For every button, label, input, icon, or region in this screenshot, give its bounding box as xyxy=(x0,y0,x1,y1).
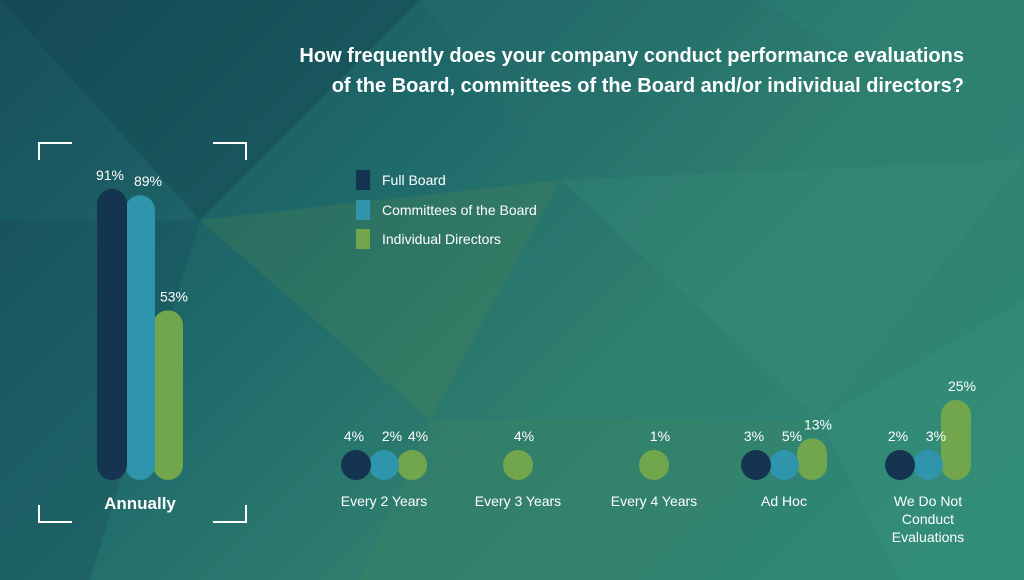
legend-swatch-full-board xyxy=(356,170,370,190)
bar-every-2-years-full-board xyxy=(341,450,371,480)
chart-title-line-2: of the Board, committees of the Board an… xyxy=(331,75,964,97)
data-label-annually-committees: 89% xyxy=(134,173,162,189)
category-label-line: Conduct xyxy=(902,511,954,527)
highlight-bracket-bottom-left xyxy=(38,505,72,523)
data-label-every-2-years-individual-directors: 4% xyxy=(408,428,428,444)
category-label-line: Every 4 Years xyxy=(611,493,697,509)
category-label-line: Evaluations xyxy=(892,529,964,545)
category-label-every-2-years: Every 2 Years xyxy=(341,493,427,509)
category-label-line: We Do Not xyxy=(894,493,962,509)
category-label-line: Every 2 Years xyxy=(341,493,427,509)
highlight-bracket-bottom-right xyxy=(213,505,247,523)
data-label-ad-hoc-committees: 5% xyxy=(782,428,802,444)
bar-every-3-years-individual-directors xyxy=(503,450,533,480)
legend-label-committees: Committees of the Board xyxy=(382,202,537,218)
category-label-we-do-not-conduct-evaluations: We Do Not Conduct Evaluations xyxy=(892,493,964,545)
bar-ad-hoc-committees xyxy=(769,450,799,480)
bar-we-do-not-conduct-evaluations-full-board xyxy=(885,450,915,480)
data-label-ad-hoc-full-board: 3% xyxy=(744,428,764,444)
data-label-annually-full-board: 91% xyxy=(96,167,124,183)
bar-annually-full-board xyxy=(97,188,127,481)
bar-ad-hoc-full-board xyxy=(741,450,771,480)
legend-label-full-board: Full Board xyxy=(382,172,446,188)
category-label-line: Every 3 Years xyxy=(475,493,561,509)
data-label-annually-individual-directors: 53% xyxy=(160,288,188,304)
highlight-bracket-top-right xyxy=(213,142,247,160)
data-label-every-4-years-individual-directors: 1% xyxy=(650,428,670,444)
legend-label-individual-directors: Individual Directors xyxy=(382,231,502,247)
bar-every-2-years-individual-directors xyxy=(397,450,427,480)
bar-annually-individual-directors xyxy=(153,310,183,480)
category-label-line: Annually xyxy=(104,494,176,513)
chart-title-line-1: How frequently does your company conduct… xyxy=(299,45,964,67)
legend-swatch-individual-directors xyxy=(356,229,370,249)
data-label-ad-hoc-individual-directors: 13% xyxy=(804,416,832,432)
data-label-we-do-not-conduct-evaluations-full-board: 2% xyxy=(888,428,908,444)
category-label-annually: Annually xyxy=(104,494,176,513)
bar-ad-hoc-individual-directors xyxy=(797,438,827,480)
category-label-every-3-years: Every 3 Years xyxy=(475,493,561,509)
category-label-ad-hoc: Ad Hoc xyxy=(761,493,807,509)
data-label-every-2-years-full-board: 4% xyxy=(344,428,364,444)
data-label-we-do-not-conduct-evaluations-individual-directors: 25% xyxy=(948,378,976,394)
bar-we-do-not-conduct-evaluations-committees xyxy=(913,450,943,480)
legend-swatch-committees xyxy=(356,200,370,220)
data-label-every-2-years-committees: 2% xyxy=(382,428,402,444)
data-label-every-3-years-individual-directors: 4% xyxy=(514,428,534,444)
data-label-we-do-not-conduct-evaluations-committees: 3% xyxy=(926,428,946,444)
bar-we-do-not-conduct-evaluations-individual-directors xyxy=(941,400,971,480)
category-label-line: Ad Hoc xyxy=(761,493,807,509)
bar-every-2-years-committees xyxy=(369,450,399,480)
category-label-every-4-years: Every 4 Years xyxy=(611,493,697,509)
bar-annually-committees xyxy=(125,195,155,480)
highlight-bracket-top-left xyxy=(38,142,72,160)
bar-every-4-years-individual-directors xyxy=(639,450,669,480)
